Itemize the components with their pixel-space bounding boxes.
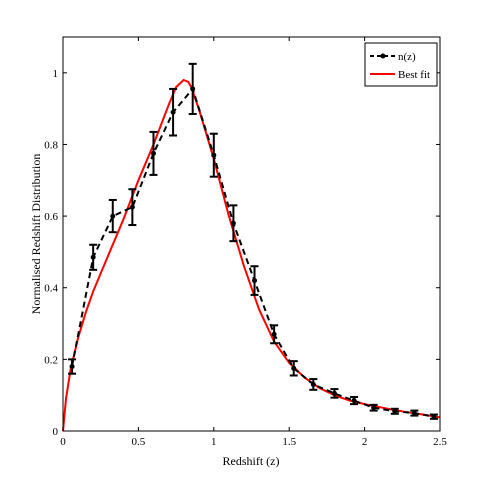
x-tick-label-3: 1.5 — [282, 436, 296, 448]
ticks-layer: 0 0.5 1 1.5 2 2.5 0 0.2 0.4 0.6 0.8 1 — [44, 37, 447, 448]
x-tick-label-1: 0.5 — [132, 436, 146, 448]
point-nz-0 — [69, 364, 75, 370]
plot-frame — [62, 36, 441, 432]
point-nz-3 — [129, 204, 135, 210]
x-tick-label-0: 0 — [60, 436, 66, 448]
y-tick-label-2: 0.4 — [44, 283, 58, 295]
point-nz-2 — [110, 213, 116, 219]
legend-marker-nz — [380, 53, 386, 59]
point-nz-8 — [230, 220, 236, 226]
x-tick-label-5: 2.5 — [433, 436, 447, 448]
point-nz-18 — [431, 414, 437, 420]
point-nz-12 — [310, 381, 316, 387]
point-nz-6 — [190, 86, 196, 92]
point-nz-1 — [90, 254, 96, 260]
point-nz-7 — [211, 152, 217, 158]
series-layer — [62, 62, 441, 432]
point-nz-4 — [150, 150, 156, 156]
point-nz-13 — [331, 390, 337, 396]
y-tick-label-3: 0.6 — [44, 211, 58, 223]
legend-label-best-fit: Best fit — [398, 69, 430, 81]
point-nz-9 — [252, 278, 258, 284]
x-tick-label-4: 2 — [362, 436, 368, 448]
y-tick-label-1: 0.2 — [44, 354, 58, 366]
legend-box — [364, 42, 438, 87]
point-nz-16 — [392, 408, 398, 414]
legend: n(z) Best fit — [364, 42, 438, 87]
point-nz-15 — [371, 405, 377, 411]
x-tick-label-2: 1 — [211, 436, 217, 448]
point-nz-11 — [291, 365, 297, 371]
point-nz-5 — [170, 109, 176, 115]
y-tick-label-0: 0 — [53, 426, 59, 438]
point-nz-17 — [411, 410, 417, 416]
y-tick-label-5: 1 — [53, 68, 59, 80]
point-nz-14 — [351, 398, 357, 404]
series-best-fit-line — [62, 78, 441, 432]
y-tick-label-4: 0.8 — [44, 139, 58, 151]
y-axis-label: Normalised Redshift Distribution — [29, 154, 43, 315]
x-axis-label: Redshift (z) — [223, 454, 280, 468]
legend-label-nz: n(z) — [398, 51, 416, 63]
series-nz-line — [71, 86, 435, 418]
point-nz-10 — [271, 331, 277, 337]
